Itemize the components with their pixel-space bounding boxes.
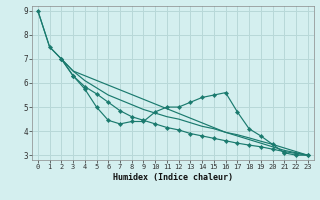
X-axis label: Humidex (Indice chaleur): Humidex (Indice chaleur) <box>113 173 233 182</box>
